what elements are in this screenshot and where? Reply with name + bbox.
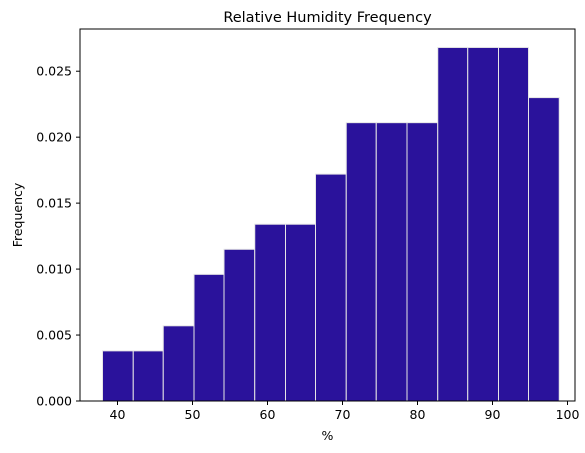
y-tick-label: 0.025 bbox=[36, 64, 72, 79]
y-tick-label: 0.010 bbox=[36, 262, 72, 277]
x-tick-label: 100 bbox=[556, 407, 580, 422]
histogram-bar-4 bbox=[193, 273, 225, 402]
y-tick-label: 0.005 bbox=[36, 328, 72, 343]
y-tick-label: 0.015 bbox=[36, 196, 72, 211]
x-tick-label: 50 bbox=[185, 407, 201, 422]
histogram-bar-5 bbox=[223, 248, 256, 402]
x-tick-label: 70 bbox=[335, 407, 351, 422]
x-tick-label: 40 bbox=[110, 407, 126, 422]
y-axis: 0.000 0.005 0.010 0.015 0.020 0.025 bbox=[36, 64, 80, 409]
histogram-bar-11 bbox=[406, 122, 439, 402]
histogram-bar-10 bbox=[375, 122, 408, 402]
plot-frame bbox=[79, 28, 576, 402]
histogram-bar-15 bbox=[528, 97, 560, 402]
y-tick-label: 0.000 bbox=[36, 394, 72, 409]
histogram-bar-2 bbox=[132, 350, 164, 402]
histogram-bar-9 bbox=[345, 122, 377, 402]
histogram-bars bbox=[102, 46, 560, 402]
histogram-bar-14 bbox=[498, 46, 529, 402]
histogram-bar-12 bbox=[437, 46, 469, 402]
histogram-bar-7 bbox=[285, 223, 316, 402]
histogram-bar-1 bbox=[102, 350, 134, 402]
histogram-bar-3 bbox=[162, 325, 195, 402]
x-tick-label: 90 bbox=[485, 407, 501, 422]
y-tick-label: 0.020 bbox=[36, 130, 72, 145]
x-tick-label: 60 bbox=[260, 407, 276, 422]
histogram-bar-13 bbox=[467, 46, 499, 402]
y-axis-title: Frequency bbox=[10, 182, 25, 247]
x-tick-label: 80 bbox=[410, 407, 426, 422]
histogram-bar-8 bbox=[315, 173, 347, 402]
x-axis: 40 50 60 70 80 90 100 bbox=[110, 401, 580, 422]
histogram-bar-6 bbox=[254, 223, 286, 402]
x-axis-title: % bbox=[322, 428, 334, 443]
chart-title: Relative Humidity Frequency bbox=[223, 10, 432, 26]
